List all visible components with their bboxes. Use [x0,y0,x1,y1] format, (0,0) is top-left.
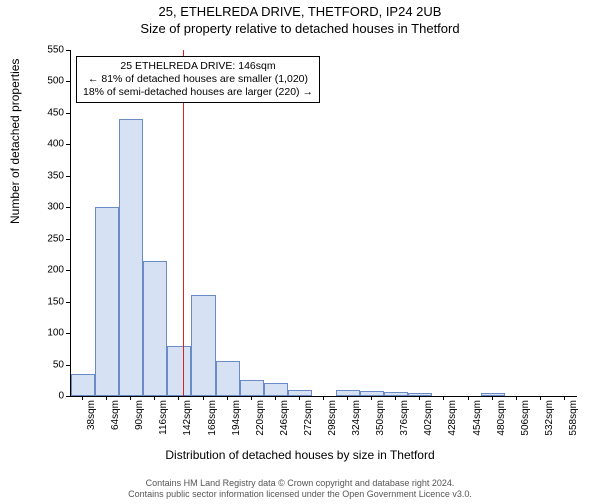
x-tick-label: 90sqm [134,400,145,430]
histogram-bar [360,391,384,396]
x-tick-mark [492,396,493,400]
y-tick-label: 250 [24,233,64,244]
y-tick-label: 350 [24,170,64,181]
x-tick-label: 38sqm [86,400,97,430]
footer-line-1: Contains HM Land Registry data © Crown c… [0,478,600,489]
y-tick-mark [66,176,70,177]
y-tick-label: 300 [24,202,64,213]
y-tick-mark [66,113,70,114]
x-tick-label: 272sqm [303,400,314,436]
histogram-bar [240,380,264,396]
y-tick-mark [66,239,70,240]
x-tick-mark [203,396,204,400]
x-tick-label: 116sqm [158,400,169,435]
footer-line-2: Contains public sector information licen… [0,489,600,500]
x-tick-label: 324sqm [351,400,362,436]
x-tick-mark [82,396,83,400]
x-tick-mark [227,396,228,400]
y-axis-label: Number of detached properties [8,59,22,224]
x-tick-label: 402sqm [423,400,434,436]
histogram-bar [216,361,240,396]
x-tick-mark [323,396,324,400]
histogram-bar [481,393,505,396]
y-tick-label: 500 [24,76,64,87]
x-tick-label: 532sqm [544,400,555,436]
y-tick-mark [66,333,70,334]
histogram-bar [288,390,312,396]
x-tick-mark [419,396,420,400]
y-tick-label: 200 [24,265,64,276]
footer-attribution: Contains HM Land Registry data © Crown c… [0,478,600,501]
y-tick-label: 50 [24,359,64,370]
annotation-box: 25 ETHELREDA DRIVE: 146sqm← 81% of detac… [76,56,320,103]
histogram-bar [95,207,119,396]
histogram-bar [71,374,95,396]
x-tick-label: 64sqm [110,400,121,430]
histogram-bar [191,295,215,396]
y-tick-mark [66,144,70,145]
x-tick-mark [540,396,541,400]
x-tick-label: 246sqm [279,400,290,436]
y-tick-label: 450 [24,107,64,118]
x-tick-mark [395,396,396,400]
histogram-bar [336,390,360,396]
y-tick-label: 150 [24,296,64,307]
x-tick-label: 454sqm [472,400,483,436]
annotation-line: ← 81% of detached houses are smaller (1,… [83,73,313,86]
x-tick-label: 220sqm [255,400,266,436]
y-tick-mark [66,365,70,366]
x-tick-label: 350sqm [375,400,386,436]
x-tick-mark [178,396,179,400]
y-tick-label: 100 [24,328,64,339]
histogram-bar [264,383,288,396]
x-tick-mark [299,396,300,400]
x-tick-label: 142sqm [182,400,193,436]
y-tick-mark [66,207,70,208]
y-tick-mark [66,396,70,397]
x-tick-label: 428sqm [447,400,458,436]
x-axis-label: Distribution of detached houses by size … [0,448,600,462]
x-tick-mark [106,396,107,400]
x-tick-mark [371,396,372,400]
page-subtitle: Size of property relative to detached ho… [0,21,600,36]
x-tick-mark [516,396,517,400]
page-title: 25, ETHELREDA DRIVE, THETFORD, IP24 2UB [0,4,600,19]
annotation-line: 25 ETHELREDA DRIVE: 146sqm [83,60,313,73]
x-tick-mark [251,396,252,400]
y-tick-mark [66,50,70,51]
x-tick-label: 194sqm [231,400,242,436]
x-tick-mark [443,396,444,400]
histogram-bar [143,261,167,396]
histogram-bar [384,392,408,396]
x-tick-label: 168sqm [207,400,218,436]
y-tick-label: 0 [24,391,64,402]
chart-area: 05010015020025030035040045050055038sqm64… [46,50,576,426]
histogram-bar [167,346,191,396]
y-tick-mark [66,270,70,271]
y-tick-label: 400 [24,139,64,150]
x-tick-label: 298sqm [327,400,338,436]
x-tick-mark [130,396,131,400]
x-tick-label: 480sqm [496,400,507,436]
annotation-line: 18% of semi-detached houses are larger (… [83,86,313,99]
x-tick-mark [468,396,469,400]
x-tick-mark [564,396,565,400]
y-tick-mark [66,302,70,303]
histogram-bar [119,119,143,396]
x-tick-mark [347,396,348,400]
x-tick-mark [275,396,276,400]
x-tick-label: 506sqm [520,400,531,436]
y-tick-label: 550 [24,45,64,56]
x-tick-label: 376sqm [399,400,410,436]
x-tick-mark [154,396,155,400]
y-tick-mark [66,81,70,82]
x-tick-label: 558sqm [568,400,579,436]
histogram-bar [408,393,432,396]
